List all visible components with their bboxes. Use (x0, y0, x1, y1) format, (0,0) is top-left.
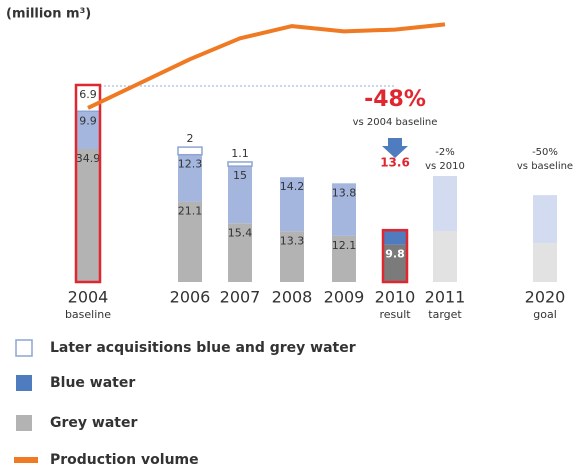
bar-segment (228, 223, 252, 282)
x-tick-label: 2007 (220, 288, 261, 307)
highlight-frame (74, 83, 102, 284)
x-tick-label: 2011 (425, 288, 466, 307)
x-tick-label: 2006 (170, 288, 211, 307)
data-label: 2 (187, 132, 194, 145)
bar-segment (332, 235, 356, 282)
legend-label: Grey water (50, 415, 137, 431)
x-sublabel: goal (533, 308, 557, 321)
data-label: 12.3 (178, 158, 203, 171)
annotation: -2% (435, 147, 454, 158)
data-label: 13.8 (332, 186, 357, 199)
data-label: 34.9 (76, 152, 101, 165)
x-tick-label: 2020 (525, 288, 566, 307)
bar-segment (433, 230, 457, 282)
bar-segment (383, 244, 407, 282)
data-label: 14.2 (280, 180, 305, 193)
bar-segment (383, 230, 407, 245)
x-sublabel: result (379, 308, 411, 321)
bar-segment (533, 195, 557, 244)
arrow (382, 138, 408, 158)
annotation: -50% (532, 147, 558, 158)
legend-swatch (16, 375, 32, 391)
x-sublabel: baseline (65, 308, 111, 321)
bar-segment (433, 176, 457, 231)
bar-segment (228, 166, 252, 224)
legend-swatch (15, 339, 33, 357)
data-label: 1.1 (231, 147, 249, 160)
bar-segment (178, 154, 202, 202)
x-tick-label: 2010 (375, 288, 416, 307)
bar-segment (332, 183, 356, 236)
x-tick-label: 2009 (324, 288, 365, 307)
data-label: 9.9 (79, 114, 97, 127)
x-tick-label: 2008 (272, 288, 313, 307)
bar-segment (76, 149, 100, 282)
data-label: 13.3 (280, 234, 305, 247)
data-label: 9.8 (385, 248, 405, 261)
data-label: 21.1 (178, 205, 203, 218)
highlight-frame (381, 228, 409, 284)
bar-segment (177, 146, 203, 156)
bar-segment (76, 111, 100, 150)
unit-label: (million m³) (6, 7, 91, 22)
annotation: vs baseline (517, 161, 573, 172)
bar-segment (280, 231, 304, 282)
annotation: vs 2004 baseline (353, 117, 438, 128)
production-line (87, 22, 446, 110)
annotation: vs 2010 (425, 161, 465, 172)
legend-label: Blue water (50, 375, 135, 391)
data-label: 12.1 (332, 239, 357, 252)
data-label: 15 (233, 169, 247, 182)
legend-swatch (16, 415, 32, 431)
bar-segment (280, 177, 304, 232)
data-label: 15.4 (228, 226, 253, 239)
legend-swatch (14, 457, 38, 463)
annotation: 13.6 (380, 156, 410, 170)
legend-label: Later acquisitions blue and grey water (50, 340, 356, 356)
bar-segment (227, 161, 253, 167)
annotation: -48% (364, 87, 426, 112)
data-label: 6.9 (79, 88, 97, 101)
legend-label: Production volume (50, 452, 199, 468)
x-sublabel: target (428, 308, 462, 321)
bar-segment (533, 243, 557, 282)
x-tick-label: 2004 (68, 288, 109, 307)
bar-segment (178, 201, 202, 282)
